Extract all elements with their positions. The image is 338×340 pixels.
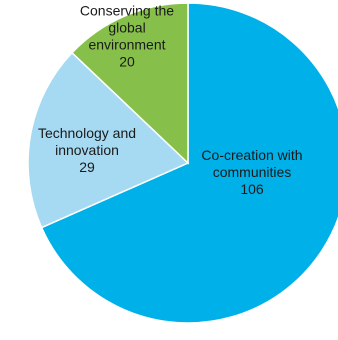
slice-value: 20: [119, 54, 135, 70]
slice-label-1: Co-creation with communities 106: [201, 147, 302, 197]
pie-slice-1: [40, 2, 338, 324]
slice-label-line: communities: [213, 164, 292, 180]
slice-label-2: Technology and innovation 29: [38, 125, 136, 175]
slice-label-line: global: [108, 20, 145, 36]
pie-slice-3: [70, 2, 189, 165]
slice-label-3: Conserving the global environment 20: [80, 3, 174, 70]
slice-label-line: environment: [88, 37, 165, 53]
pie-slices: [27, 2, 338, 324]
slice-label-line: Co-creation with: [201, 147, 302, 163]
slice-value: 106: [240, 181, 264, 197]
slice-label-line: innovation: [55, 142, 119, 158]
pie-slice-2: [27, 51, 190, 229]
slice-label-line: Conserving the: [80, 3, 174, 19]
slice-value: 29: [79, 159, 95, 175]
pie-labels: Co-creation with communities 106 Technology…: [38, 3, 303, 198]
slice-label-line: Technology and: [38, 125, 136, 141]
